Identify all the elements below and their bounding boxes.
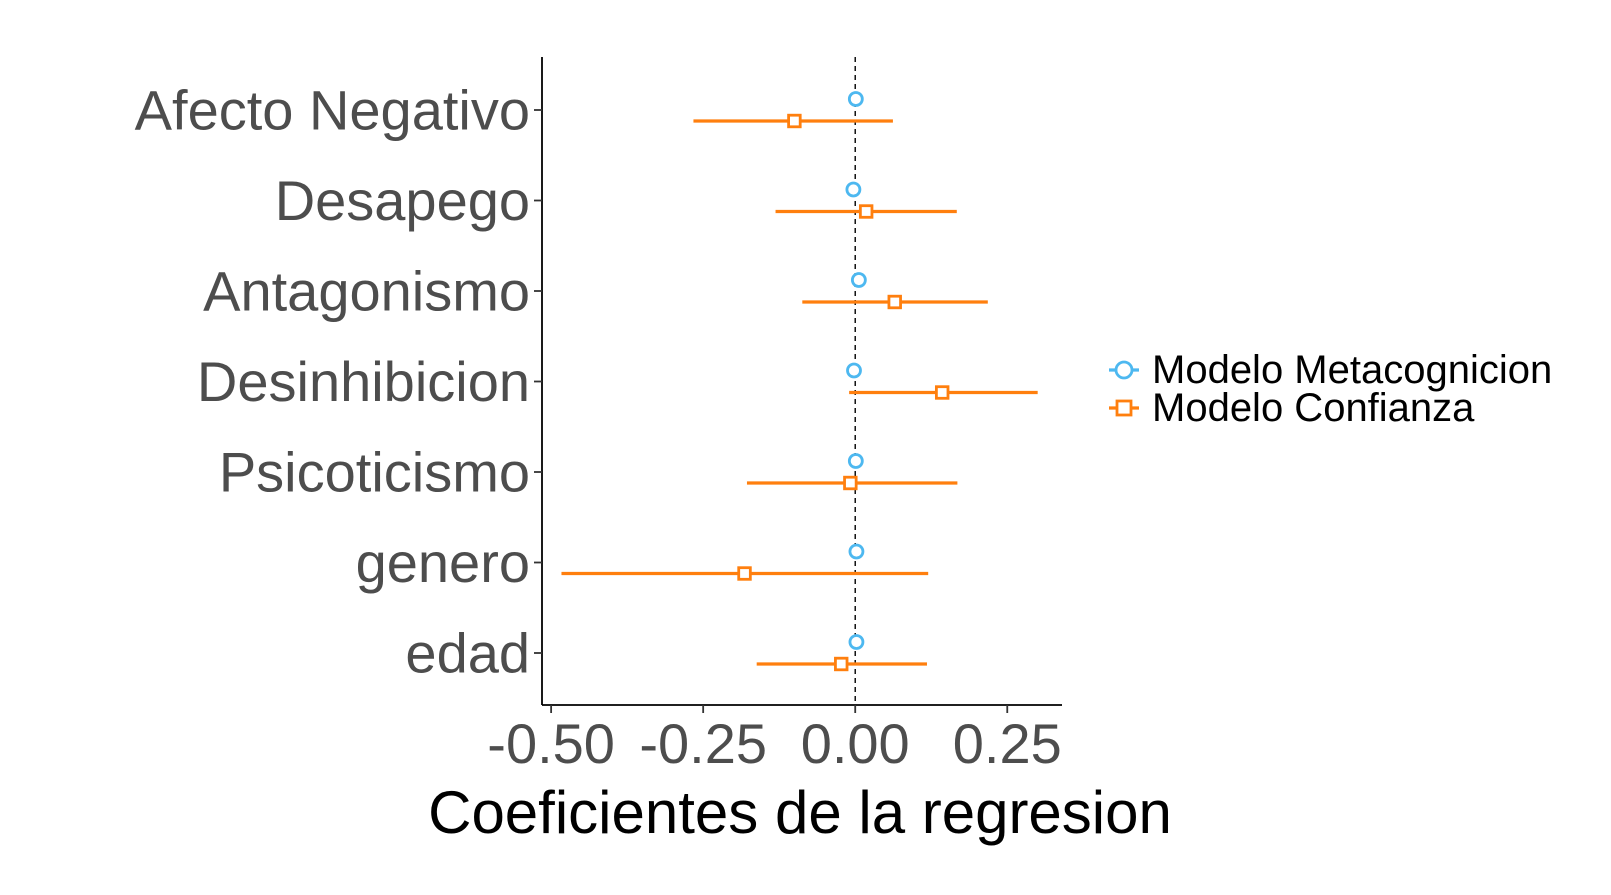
point-1-5 — [737, 566, 752, 581]
x-tick-label-0: -0.50 — [487, 712, 615, 775]
category-label-3: Desinhibicion — [197, 350, 530, 413]
point-0-4 — [847, 453, 864, 469]
category-label-4: Psicoticismo — [219, 441, 530, 504]
legend-key-0 — [1114, 360, 1134, 380]
point-1-4 — [843, 475, 858, 491]
x-axis-title: Coeficientes de la regresion — [428, 779, 1172, 846]
category-label-0: Afecto Negativo — [135, 79, 530, 142]
series-0 — [845, 91, 867, 650]
category-label-2: Antagonismo — [203, 260, 530, 323]
point-1-3 — [934, 385, 950, 400]
legend-label-0: Modelo Metacognicion — [1152, 348, 1552, 392]
x-tick-label-2: 0.00 — [801, 712, 910, 775]
x-tick-label-1: -0.25 — [639, 712, 767, 775]
category-label-6: edad — [405, 622, 530, 685]
point-0-6 — [848, 634, 865, 650]
point-1-2 — [887, 294, 902, 310]
point-1-1 — [858, 204, 874, 219]
point-0-5 — [848, 543, 865, 560]
category-label-1: Desapego — [275, 169, 530, 232]
point-1-6 — [834, 656, 849, 672]
x-tick-label-3: 0.25 — [953, 712, 1062, 775]
category-label-5: genero — [356, 531, 530, 594]
point-0-0 — [847, 91, 864, 107]
legend-key-1 — [1115, 399, 1133, 417]
point-0-1 — [845, 181, 862, 198]
legend-label-1: Modelo Confianza — [1152, 386, 1475, 430]
point-0-3 — [846, 362, 862, 379]
point-0-2 — [850, 272, 867, 288]
point-1-0 — [787, 113, 802, 129]
series-1 — [561, 113, 1038, 672]
